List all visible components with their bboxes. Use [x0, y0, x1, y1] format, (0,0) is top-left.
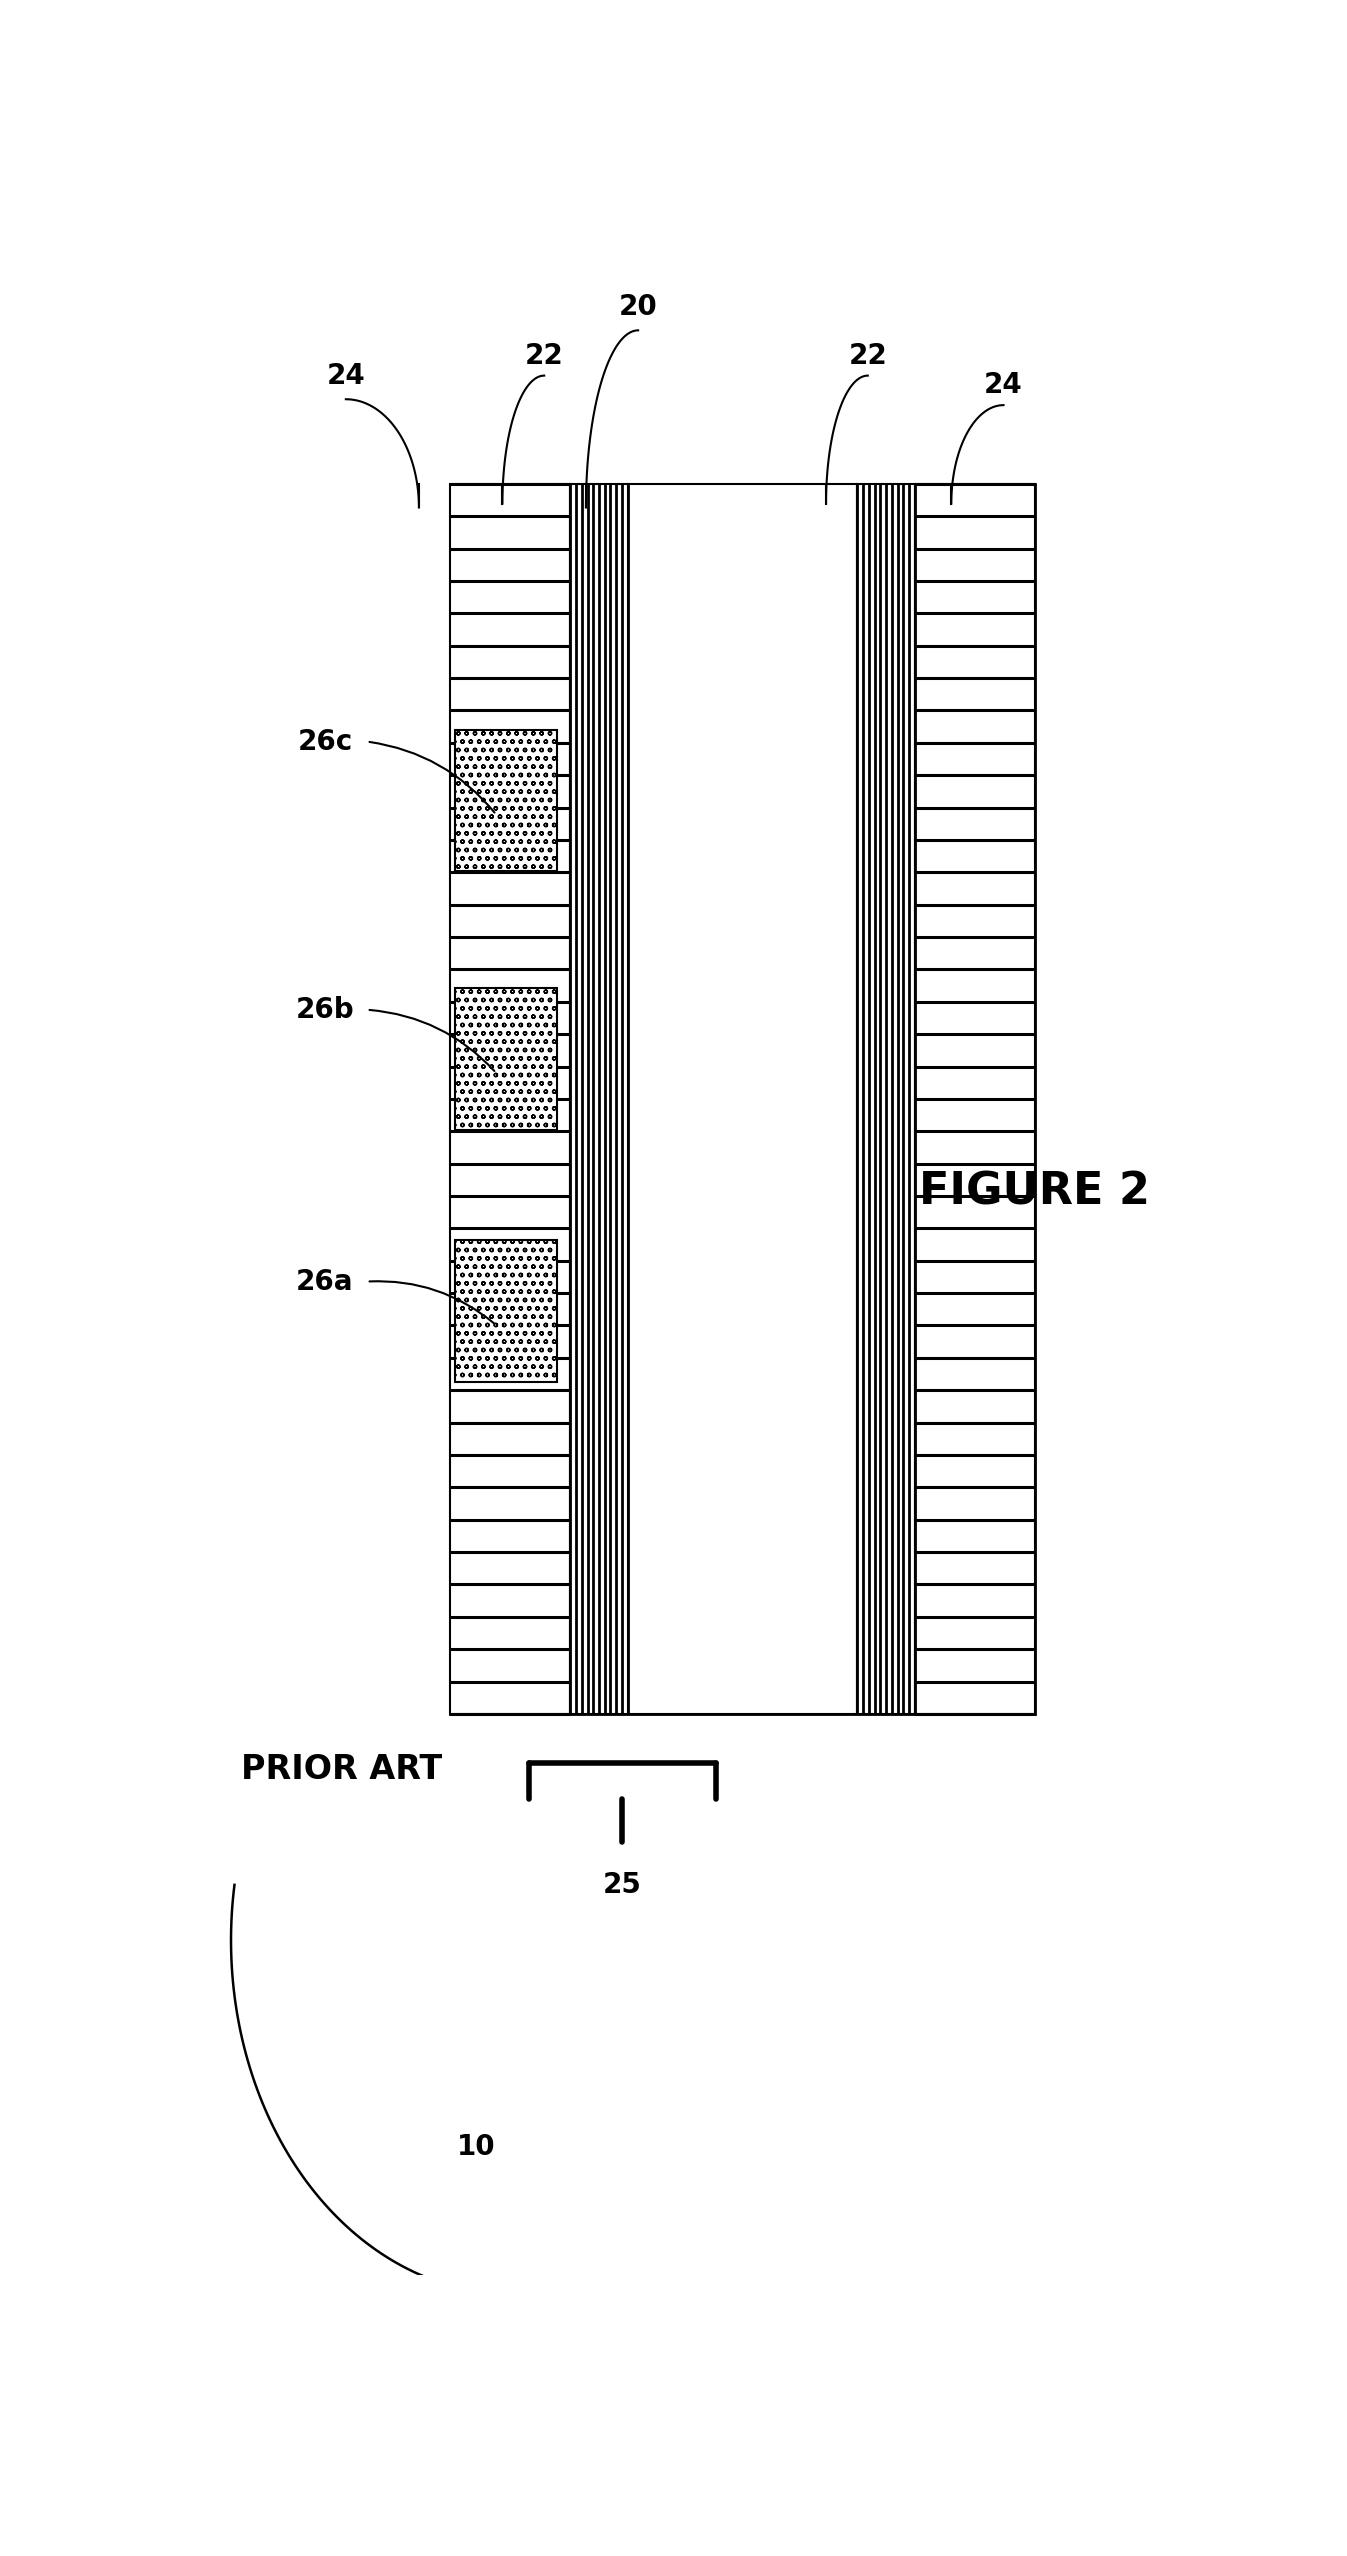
Bar — [857, 483, 915, 1715]
Bar — [915, 483, 1034, 1715]
Text: 20: 20 — [618, 294, 657, 320]
Text: 22: 22 — [525, 343, 563, 371]
Bar — [450, 483, 570, 1715]
Text: 26b: 26b — [295, 997, 354, 1025]
Bar — [570, 483, 628, 1715]
Bar — [915, 483, 1034, 1715]
Bar — [450, 483, 570, 1715]
Text: FIGURE 2: FIGURE 2 — [920, 1171, 1150, 1214]
Bar — [628, 483, 857, 1715]
Bar — [455, 731, 558, 872]
Bar — [455, 1240, 558, 1383]
Text: 26c: 26c — [298, 728, 353, 757]
Text: 10: 10 — [457, 2132, 496, 2160]
Bar — [570, 483, 628, 1715]
Text: 25: 25 — [603, 1871, 643, 1899]
Text: 22: 22 — [849, 343, 888, 371]
Text: PRIOR ART: PRIOR ART — [241, 1753, 443, 1787]
Text: 24: 24 — [985, 371, 1022, 399]
Text: 26a: 26a — [296, 1268, 354, 1296]
Bar — [450, 483, 1034, 1715]
Bar — [455, 989, 558, 1130]
Text: 24: 24 — [326, 360, 365, 389]
Bar — [857, 483, 915, 1715]
